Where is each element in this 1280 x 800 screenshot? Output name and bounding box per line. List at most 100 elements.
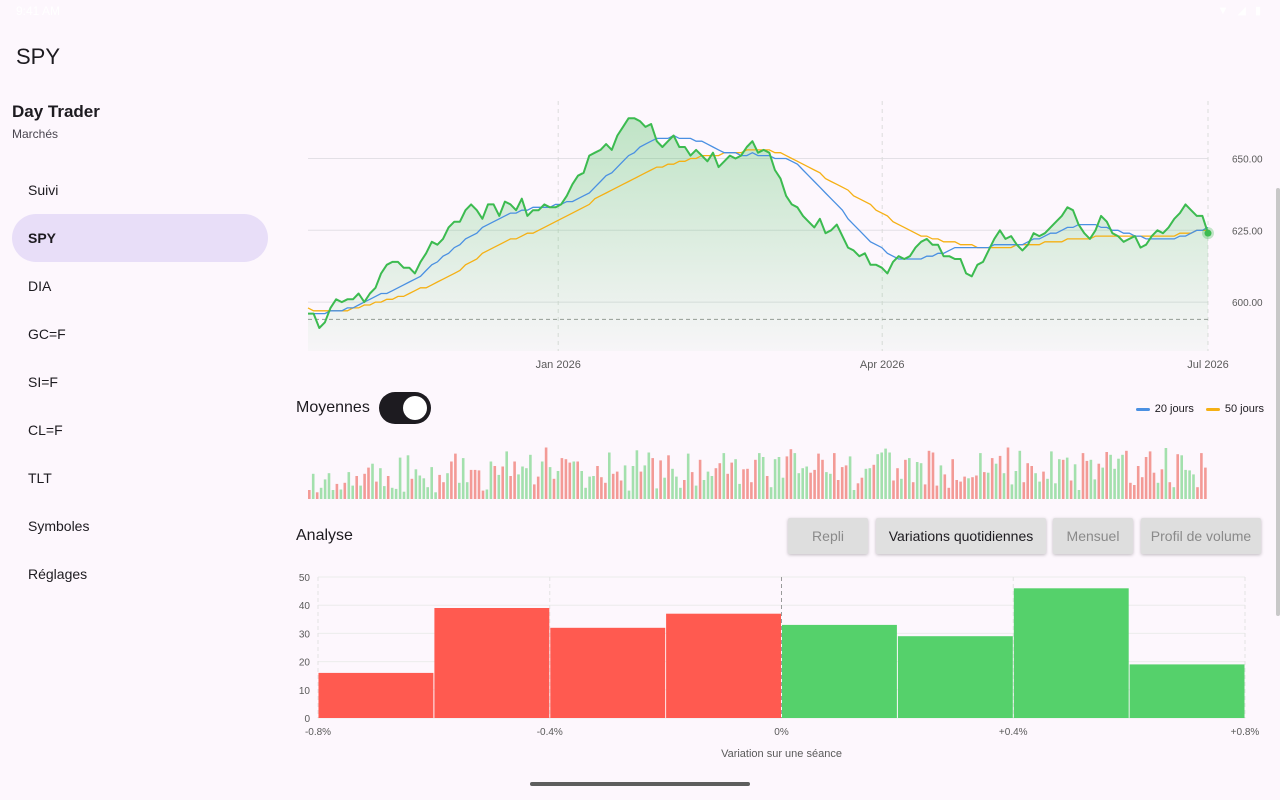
volume-bar: [927, 450, 931, 499]
volume-bar: [1125, 450, 1128, 499]
volume-bar: [1188, 470, 1191, 499]
volume-bar: [580, 471, 583, 499]
volume-bar: [639, 471, 643, 499]
nav-item-label: DIA: [28, 278, 52, 294]
volume-bar: [1006, 447, 1010, 499]
volume-bar: [955, 480, 958, 499]
hist-bar: [666, 613, 781, 718]
volume-bar: [469, 469, 473, 499]
volume-bar: [631, 466, 635, 499]
tab-mensuel[interactable]: Mensuel: [1053, 518, 1133, 554]
volume-bar: [793, 453, 797, 499]
volume-bar: [738, 483, 741, 499]
volume-bar: [627, 490, 631, 499]
volume-bar: [1002, 473, 1006, 499]
volume-bar: [635, 450, 639, 499]
volume-bar: [1105, 452, 1108, 499]
nav-item-spy[interactable]: SPY: [12, 214, 268, 262]
volume-bar: [718, 463, 722, 499]
scrollbar[interactable]: [1276, 188, 1280, 616]
nav-item-gcf[interactable]: GC=F: [12, 310, 268, 358]
volume-bar: [896, 468, 899, 499]
volume-bar: [323, 479, 327, 499]
volume-bar: [375, 481, 378, 499]
volume-bar: [544, 447, 548, 499]
volume-bar: [809, 472, 812, 499]
price-y-tick: 600.00: [1232, 298, 1263, 309]
volume-bar: [540, 461, 544, 499]
volume-bar: [422, 478, 426, 499]
volume-bar: [923, 484, 927, 499]
nav-item-label: CL=F: [28, 422, 63, 438]
volume-bar: [702, 480, 706, 499]
volume-bar: [339, 489, 343, 499]
volume-bar: [1121, 454, 1124, 499]
volume-bar: [785, 456, 789, 499]
price-x-tick: Jul 2026: [1187, 359, 1229, 371]
volume-bar: [311, 473, 315, 499]
volume-bar: [769, 487, 773, 499]
nav-item-clf[interactable]: CL=F: [12, 406, 268, 454]
volume-bar: [817, 453, 820, 499]
hist-y-tick: 30: [299, 629, 311, 640]
volume-bar: [608, 452, 611, 499]
nav-item-symboles[interactable]: Symboles: [12, 502, 268, 550]
price-chart[interactable]: 600.00 625.00 650.00 Jan 2026 Apr 2026 Jul 20…: [296, 96, 1264, 376]
volume-bar: [611, 473, 615, 499]
volume-bar: [521, 466, 524, 499]
volume-bar: [852, 490, 856, 499]
volume-bar: [1101, 467, 1104, 499]
volume-bar: [659, 460, 662, 499]
volume-bar: [1196, 487, 1199, 499]
hist-y-tick: 10: [299, 686, 311, 697]
volume-bar: [1085, 460, 1089, 499]
hist-x-label: Variation sur une séance: [721, 748, 842, 760]
volume-bar: [781, 477, 785, 499]
volume-bar: [1184, 469, 1187, 499]
volume-bar: [410, 478, 414, 499]
volume-bar: [825, 472, 828, 499]
volume-bar: [821, 459, 824, 499]
volume-bar: [335, 483, 339, 499]
volume-bar: [588, 476, 591, 499]
nav-item-reglages[interactable]: Réglages: [12, 550, 268, 598]
volume-bar: [497, 474, 501, 499]
volume-bar: [651, 458, 654, 499]
volume-bar: [386, 476, 390, 499]
volume-bar: [623, 465, 627, 499]
volume-bar: [1117, 458, 1120, 499]
volume-bar: [730, 462, 733, 499]
volume-bar: [355, 476, 358, 499]
nav-item-tlt[interactable]: TLT: [12, 454, 268, 502]
volume-bar: [773, 459, 777, 499]
volume-bar: [477, 470, 481, 499]
volume-bar: [1093, 479, 1097, 499]
volume-bar: [446, 473, 449, 499]
volume-bar: [1073, 464, 1077, 499]
price-x-tick: Apr 2026: [860, 359, 905, 371]
nav-item-dia[interactable]: DIA: [12, 262, 268, 310]
volume-bar: [552, 478, 556, 499]
moyennes-toggle[interactable]: [379, 392, 431, 424]
ma20-line: [308, 134, 1209, 315]
volume-bar: [517, 474, 520, 499]
volume-bar: [379, 468, 382, 499]
nav-item-sif[interactable]: SI=F: [12, 358, 268, 406]
nav-item-suivi[interactable]: Suivi: [12, 166, 268, 214]
tab-repli[interactable]: Repli: [788, 518, 868, 554]
tab-profil-de-volume[interactable]: Profil de volume: [1141, 518, 1261, 554]
volume-bar: [971, 477, 974, 499]
volume-bar: [600, 477, 603, 499]
volume-bar: [1172, 487, 1176, 499]
nav-item-label: SPY: [28, 230, 57, 246]
volume-bar: [694, 485, 698, 499]
nav-item-label: Réglages: [28, 566, 88, 582]
volume-bar: [833, 453, 836, 499]
tab-variations-quotidiennes[interactable]: Variations quotidiennes: [876, 518, 1046, 554]
home-indicator[interactable]: [530, 782, 750, 786]
hist-bar: [1013, 588, 1129, 718]
volume-bar: [734, 459, 737, 499]
volume-bar: [489, 461, 493, 499]
drawer-subtitle: Marchés: [12, 127, 59, 141]
nav-item-label: Suivi: [28, 182, 59, 198]
